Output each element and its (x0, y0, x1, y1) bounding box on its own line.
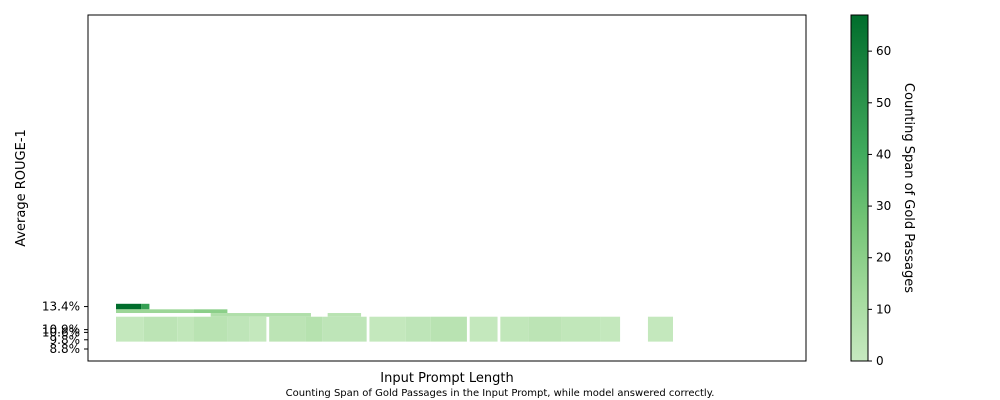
heatmap-cell (405, 316, 431, 342)
heatmap-cell (177, 316, 194, 342)
figure-caption: Counting Span of Gold Passages in the In… (286, 388, 715, 399)
colorbar-tick-label: 30 (876, 199, 891, 213)
colorbar-tick-label: 40 (876, 147, 891, 161)
colorbar-tick-label: 20 (876, 251, 891, 265)
y-tick-label: 13.4% (42, 300, 80, 314)
heatmap-cell (227, 316, 250, 342)
colorbar-tick-label: 50 (876, 96, 891, 110)
heatmap-cell (143, 316, 178, 342)
heatmap-cell (528, 316, 562, 342)
y-tick-label: 9.8% (50, 333, 81, 347)
colorbar-tick-label: 60 (876, 44, 891, 58)
heatmap-cells (116, 303, 673, 342)
heatmap-cell (469, 316, 498, 342)
colorbar-ticks: 0 10 20 30 40 50 60 (868, 44, 891, 368)
heatmap-cell (249, 316, 267, 342)
colorbar-tick-label: 0 (876, 354, 884, 368)
colorbar-label: Counting Span of Gold Passages (901, 83, 916, 293)
heatmap-cell (116, 303, 142, 310)
y-tick-label: 8.8% (50, 342, 81, 356)
y-tick-label: 10.6% (42, 325, 80, 339)
heatmap-cell (327, 313, 362, 317)
y-axis-ticks: 13.4% 10.9%10.6%9.8%8.8% (42, 300, 88, 356)
heatmap-cell (193, 316, 228, 342)
heatmap-cell (116, 309, 194, 314)
heatmap-cell (430, 316, 467, 342)
colorbar (850, 14, 869, 362)
heatmap-cell (500, 316, 529, 342)
heatmap-cell (269, 316, 306, 342)
heatmap-cell (647, 316, 673, 342)
y-tick-label: 10.9% (42, 323, 80, 337)
colorbar-tick-label: 10 (876, 302, 891, 316)
heatmap-cell (193, 309, 228, 314)
heatmap-cell (561, 316, 601, 342)
x-axis-label: Input Prompt Length (380, 371, 513, 386)
y-axis-label: Average ROUGE-1 (14, 129, 29, 247)
heatmap-cell (322, 316, 367, 342)
plot-area (87, 14, 807, 362)
heatmap-cell (305, 316, 323, 342)
heatmap-cell (210, 313, 311, 317)
heatmap-cell (116, 316, 144, 342)
heatmap-cell (600, 316, 621, 342)
heatmap-cell (369, 316, 406, 342)
heatmap-cell (141, 303, 150, 310)
